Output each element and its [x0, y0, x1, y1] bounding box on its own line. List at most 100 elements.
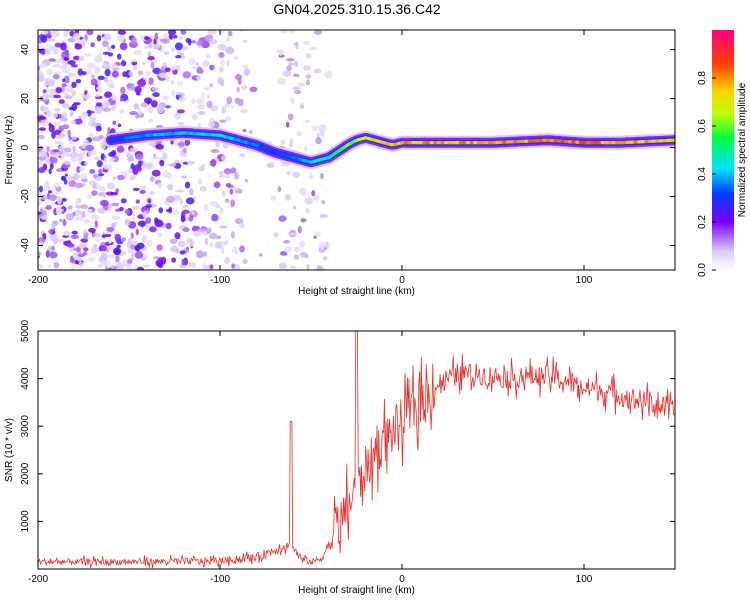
noise-blob [233, 186, 238, 191]
noise-blob [74, 260, 79, 265]
noise-blob [99, 199, 109, 207]
noise-blob [119, 108, 125, 115]
noise-blob [168, 163, 177, 167]
noise-blob [83, 139, 89, 144]
noise-blob [285, 58, 295, 62]
noise-blob [209, 241, 214, 248]
noise-blob [80, 111, 89, 119]
noise-blob [101, 63, 110, 69]
noise-blob [293, 254, 299, 260]
noise-blob [305, 74, 312, 79]
noise-blob [126, 264, 134, 270]
noise-blob [191, 40, 196, 44]
noise-blob [162, 151, 168, 160]
noise-blob [91, 190, 98, 196]
noise-blob [211, 213, 219, 222]
noise-blob [273, 232, 279, 238]
snr-line [38, 331, 675, 569]
noise-blob [322, 256, 328, 261]
noise-blob [68, 174, 73, 181]
noise-blob [96, 160, 103, 168]
noise-blob [80, 204, 89, 210]
noise-blob [52, 48, 59, 55]
y-tick-label: 0 [20, 144, 31, 150]
noise-blob [234, 217, 244, 225]
noise-blob [84, 161, 88, 165]
noise-blob [171, 47, 175, 52]
noise-blob [130, 163, 135, 171]
noise-blob [46, 146, 50, 152]
noise-blob [149, 226, 157, 233]
noise-blob [68, 180, 77, 188]
noise-blob [290, 265, 297, 269]
noise-blob [42, 89, 47, 94]
x-axis-label: Height of straight line (km) [298, 585, 415, 596]
noise-blob [89, 132, 94, 138]
noise-blob [38, 143, 41, 147]
noise-blob [210, 38, 218, 45]
noise-blob [53, 152, 61, 158]
noise-blob [209, 82, 214, 88]
noise-blob [182, 71, 191, 79]
noise-blob [90, 150, 97, 156]
noise-blob [142, 211, 148, 218]
noise-blob [73, 247, 82, 252]
noise-blob [71, 265, 75, 270]
x-tick-label: -200 [28, 574, 48, 585]
noise-blob [227, 30, 233, 37]
noise-blob [38, 251, 42, 257]
noise-blob [209, 264, 214, 270]
noise-blob [230, 167, 237, 174]
noise-blob [213, 181, 221, 189]
noise-blob [186, 237, 194, 244]
noise-blob [176, 65, 181, 71]
plot-frame [37, 29, 676, 271]
noise-blob [70, 157, 78, 162]
noise-blob [58, 99, 65, 104]
noise-blob [83, 219, 92, 224]
noise-blob [117, 123, 122, 128]
noise-blob [98, 168, 103, 175]
noise-blob [55, 135, 64, 140]
noise-blob [98, 245, 108, 252]
noise-blob [67, 60, 76, 65]
noise-blob [40, 105, 46, 112]
noise-blob [298, 187, 307, 196]
noise-blob [191, 113, 199, 121]
noise-blob [130, 205, 140, 209]
noise-blob [206, 100, 213, 109]
noise-blob [290, 97, 295, 105]
noise-blob [147, 198, 152, 204]
noise-blob [38, 161, 43, 166]
noise-blob [116, 174, 125, 181]
noise-blob [217, 43, 227, 51]
noise-blob [65, 85, 74, 93]
noise-blob [148, 77, 154, 85]
noise-blob [112, 176, 117, 180]
noise-blob [139, 185, 147, 192]
noise-blob [58, 145, 65, 152]
noise-blob [242, 39, 248, 43]
noise-blob [46, 69, 53, 76]
noise-blob [302, 40, 310, 45]
noise-blob [88, 180, 96, 186]
noise-blob [51, 245, 55, 251]
noise-blob [283, 70, 292, 77]
noise-blob [72, 55, 81, 61]
x-tick-label: 100 [576, 275, 593, 286]
noise-blob [152, 256, 160, 260]
noise-blob [42, 232, 47, 241]
noise-blob [95, 102, 103, 107]
noise-blob [95, 125, 102, 132]
noise-blob [191, 65, 197, 70]
noise-blob [38, 167, 45, 174]
noise-blob [111, 94, 117, 101]
noise-blob [305, 207, 310, 215]
noise-blob [187, 261, 197, 268]
noise-blob [133, 103, 140, 110]
noise-blob [107, 45, 112, 51]
noise-blob [70, 64, 78, 68]
noise-blob [218, 170, 224, 176]
noise-blob [134, 153, 144, 160]
noise-blob [62, 78, 66, 83]
